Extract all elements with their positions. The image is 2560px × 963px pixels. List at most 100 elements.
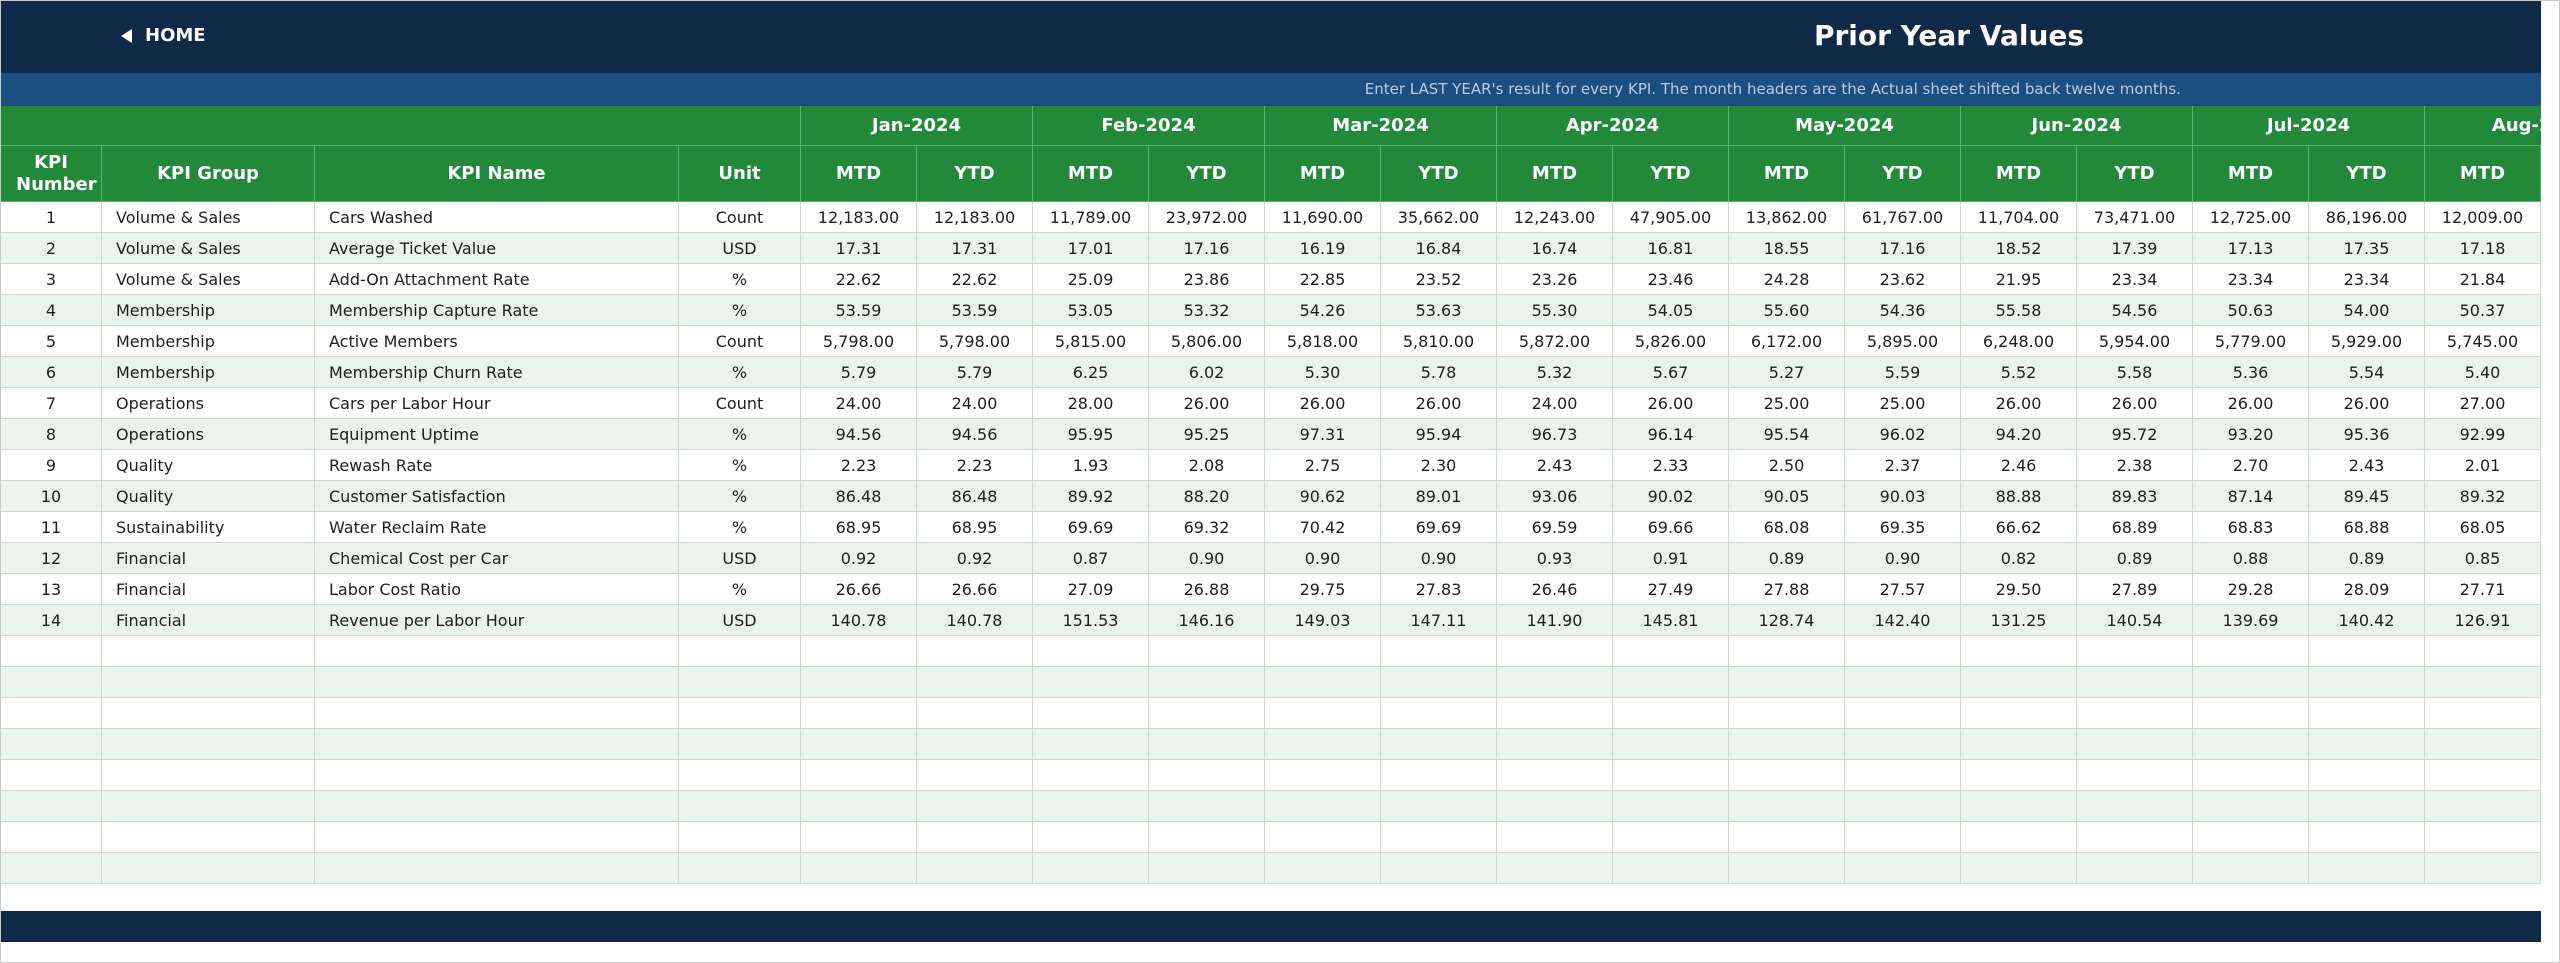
value-cell[interactable]: 24.00 (917, 388, 1033, 419)
cell[interactable]: Membership Churn Rate (315, 357, 679, 388)
empty-cell[interactable] (2425, 822, 2541, 853)
value-cell[interactable]: 66.62 (1961, 512, 2077, 543)
empty-cell[interactable] (679, 729, 801, 760)
empty-cell[interactable] (1613, 822, 1729, 853)
empty-cell[interactable] (1497, 698, 1613, 729)
empty-cell[interactable] (801, 636, 917, 667)
cell[interactable]: 8 (1, 419, 102, 450)
value-cell[interactable]: 6,248.00 (1961, 326, 2077, 357)
value-cell[interactable]: 126.91 (2425, 605, 2541, 636)
empty-cell[interactable] (315, 729, 679, 760)
empty-cell[interactable] (2425, 636, 2541, 667)
empty-cell[interactable] (1033, 791, 1149, 822)
value-cell[interactable]: 0.90 (1265, 543, 1381, 574)
empty-cell[interactable] (1149, 636, 1265, 667)
value-cell[interactable]: 17.01 (1033, 233, 1149, 264)
cell[interactable]: 9 (1, 450, 102, 481)
cell[interactable]: Equipment Uptime (315, 419, 679, 450)
cell[interactable]: Count (679, 326, 801, 357)
empty-cell[interactable] (1845, 853, 1961, 884)
value-cell[interactable]: 146.16 (1149, 605, 1265, 636)
value-cell[interactable]: 68.95 (917, 512, 1033, 543)
value-cell[interactable]: 142.40 (1845, 605, 1961, 636)
empty-cell[interactable] (2425, 667, 2541, 698)
value-cell[interactable]: 54.26 (1265, 295, 1381, 326)
value-cell[interactable]: 26.00 (2193, 388, 2309, 419)
empty-cell[interactable] (1961, 822, 2077, 853)
value-cell[interactable]: 69.32 (1149, 512, 1265, 543)
value-cell[interactable]: 50.37 (2425, 295, 2541, 326)
value-cell[interactable]: 54.56 (2077, 295, 2193, 326)
cell[interactable]: 10 (1, 481, 102, 512)
value-cell[interactable]: 5.67 (1613, 357, 1729, 388)
value-cell[interactable]: 23.46 (1613, 264, 1729, 295)
cell[interactable]: Labor Cost Ratio (315, 574, 679, 605)
value-cell[interactable]: 90.02 (1613, 481, 1729, 512)
cell[interactable]: % (679, 481, 801, 512)
value-cell[interactable]: 140.78 (801, 605, 917, 636)
empty-cell[interactable] (2193, 729, 2309, 760)
empty-cell[interactable] (1149, 853, 1265, 884)
empty-cell[interactable] (1, 853, 102, 884)
value-cell[interactable]: 2.43 (1497, 450, 1613, 481)
value-cell[interactable]: 22.62 (917, 264, 1033, 295)
value-cell[interactable]: 97.31 (1265, 419, 1381, 450)
empty-cell[interactable] (1149, 698, 1265, 729)
value-cell[interactable]: 5.54 (2309, 357, 2425, 388)
empty-cell[interactable] (1381, 698, 1497, 729)
empty-cell[interactable] (1497, 853, 1613, 884)
value-cell[interactable]: 16.74 (1497, 233, 1613, 264)
value-cell[interactable]: 89.01 (1381, 481, 1497, 512)
empty-cell[interactable] (315, 822, 679, 853)
value-cell[interactable]: 6.02 (1149, 357, 1265, 388)
value-cell[interactable]: 13,862.00 (1729, 202, 1845, 233)
home-button[interactable]: HOME (145, 25, 206, 46)
value-cell[interactable]: 23.34 (2193, 264, 2309, 295)
empty-cell[interactable] (2193, 853, 2309, 884)
value-cell[interactable]: 53.59 (801, 295, 917, 326)
empty-cell[interactable] (2077, 667, 2193, 698)
value-cell[interactable]: 2.33 (1613, 450, 1729, 481)
value-cell[interactable]: 54.36 (1845, 295, 1961, 326)
value-cell[interactable]: 128.74 (1729, 605, 1845, 636)
cell[interactable]: 6 (1, 357, 102, 388)
empty-cell[interactable] (1033, 822, 1149, 853)
empty-cell[interactable] (917, 791, 1033, 822)
value-cell[interactable]: 2.75 (1265, 450, 1381, 481)
value-cell[interactable]: 23.86 (1149, 264, 1265, 295)
cell[interactable]: 3 (1, 264, 102, 295)
empty-cell[interactable] (679, 822, 801, 853)
empty-cell[interactable] (801, 791, 917, 822)
empty-cell[interactable] (1, 667, 102, 698)
empty-cell[interactable] (1845, 667, 1961, 698)
empty-cell[interactable] (1845, 791, 1961, 822)
empty-cell[interactable] (1149, 760, 1265, 791)
empty-cell[interactable] (1729, 729, 1845, 760)
empty-cell[interactable] (2309, 698, 2425, 729)
value-cell[interactable]: 16.84 (1381, 233, 1497, 264)
value-cell[interactable]: 68.08 (1729, 512, 1845, 543)
value-cell[interactable]: 0.92 (917, 543, 1033, 574)
value-cell[interactable]: 2.50 (1729, 450, 1845, 481)
value-cell[interactable]: 0.87 (1033, 543, 1149, 574)
value-cell[interactable]: 27.57 (1845, 574, 1961, 605)
value-cell[interactable]: 95.25 (1149, 419, 1265, 450)
empty-cell[interactable] (1149, 791, 1265, 822)
value-cell[interactable]: 90.62 (1265, 481, 1381, 512)
empty-cell[interactable] (1265, 698, 1381, 729)
cell[interactable]: Quality (102, 450, 315, 481)
value-cell[interactable]: 23.52 (1381, 264, 1497, 295)
value-cell[interactable]: 53.05 (1033, 295, 1149, 326)
value-cell[interactable]: 27.83 (1381, 574, 1497, 605)
empty-cell[interactable] (1381, 853, 1497, 884)
value-cell[interactable]: 27.49 (1613, 574, 1729, 605)
empty-cell[interactable] (1961, 791, 2077, 822)
empty-cell[interactable] (1497, 822, 1613, 853)
empty-cell[interactable] (102, 698, 315, 729)
value-cell[interactable]: 26.00 (1613, 388, 1729, 419)
cell[interactable]: Operations (102, 388, 315, 419)
cell[interactable]: Count (679, 202, 801, 233)
empty-cell[interactable] (1149, 729, 1265, 760)
empty-cell[interactable] (679, 853, 801, 884)
empty-cell[interactable] (1729, 698, 1845, 729)
